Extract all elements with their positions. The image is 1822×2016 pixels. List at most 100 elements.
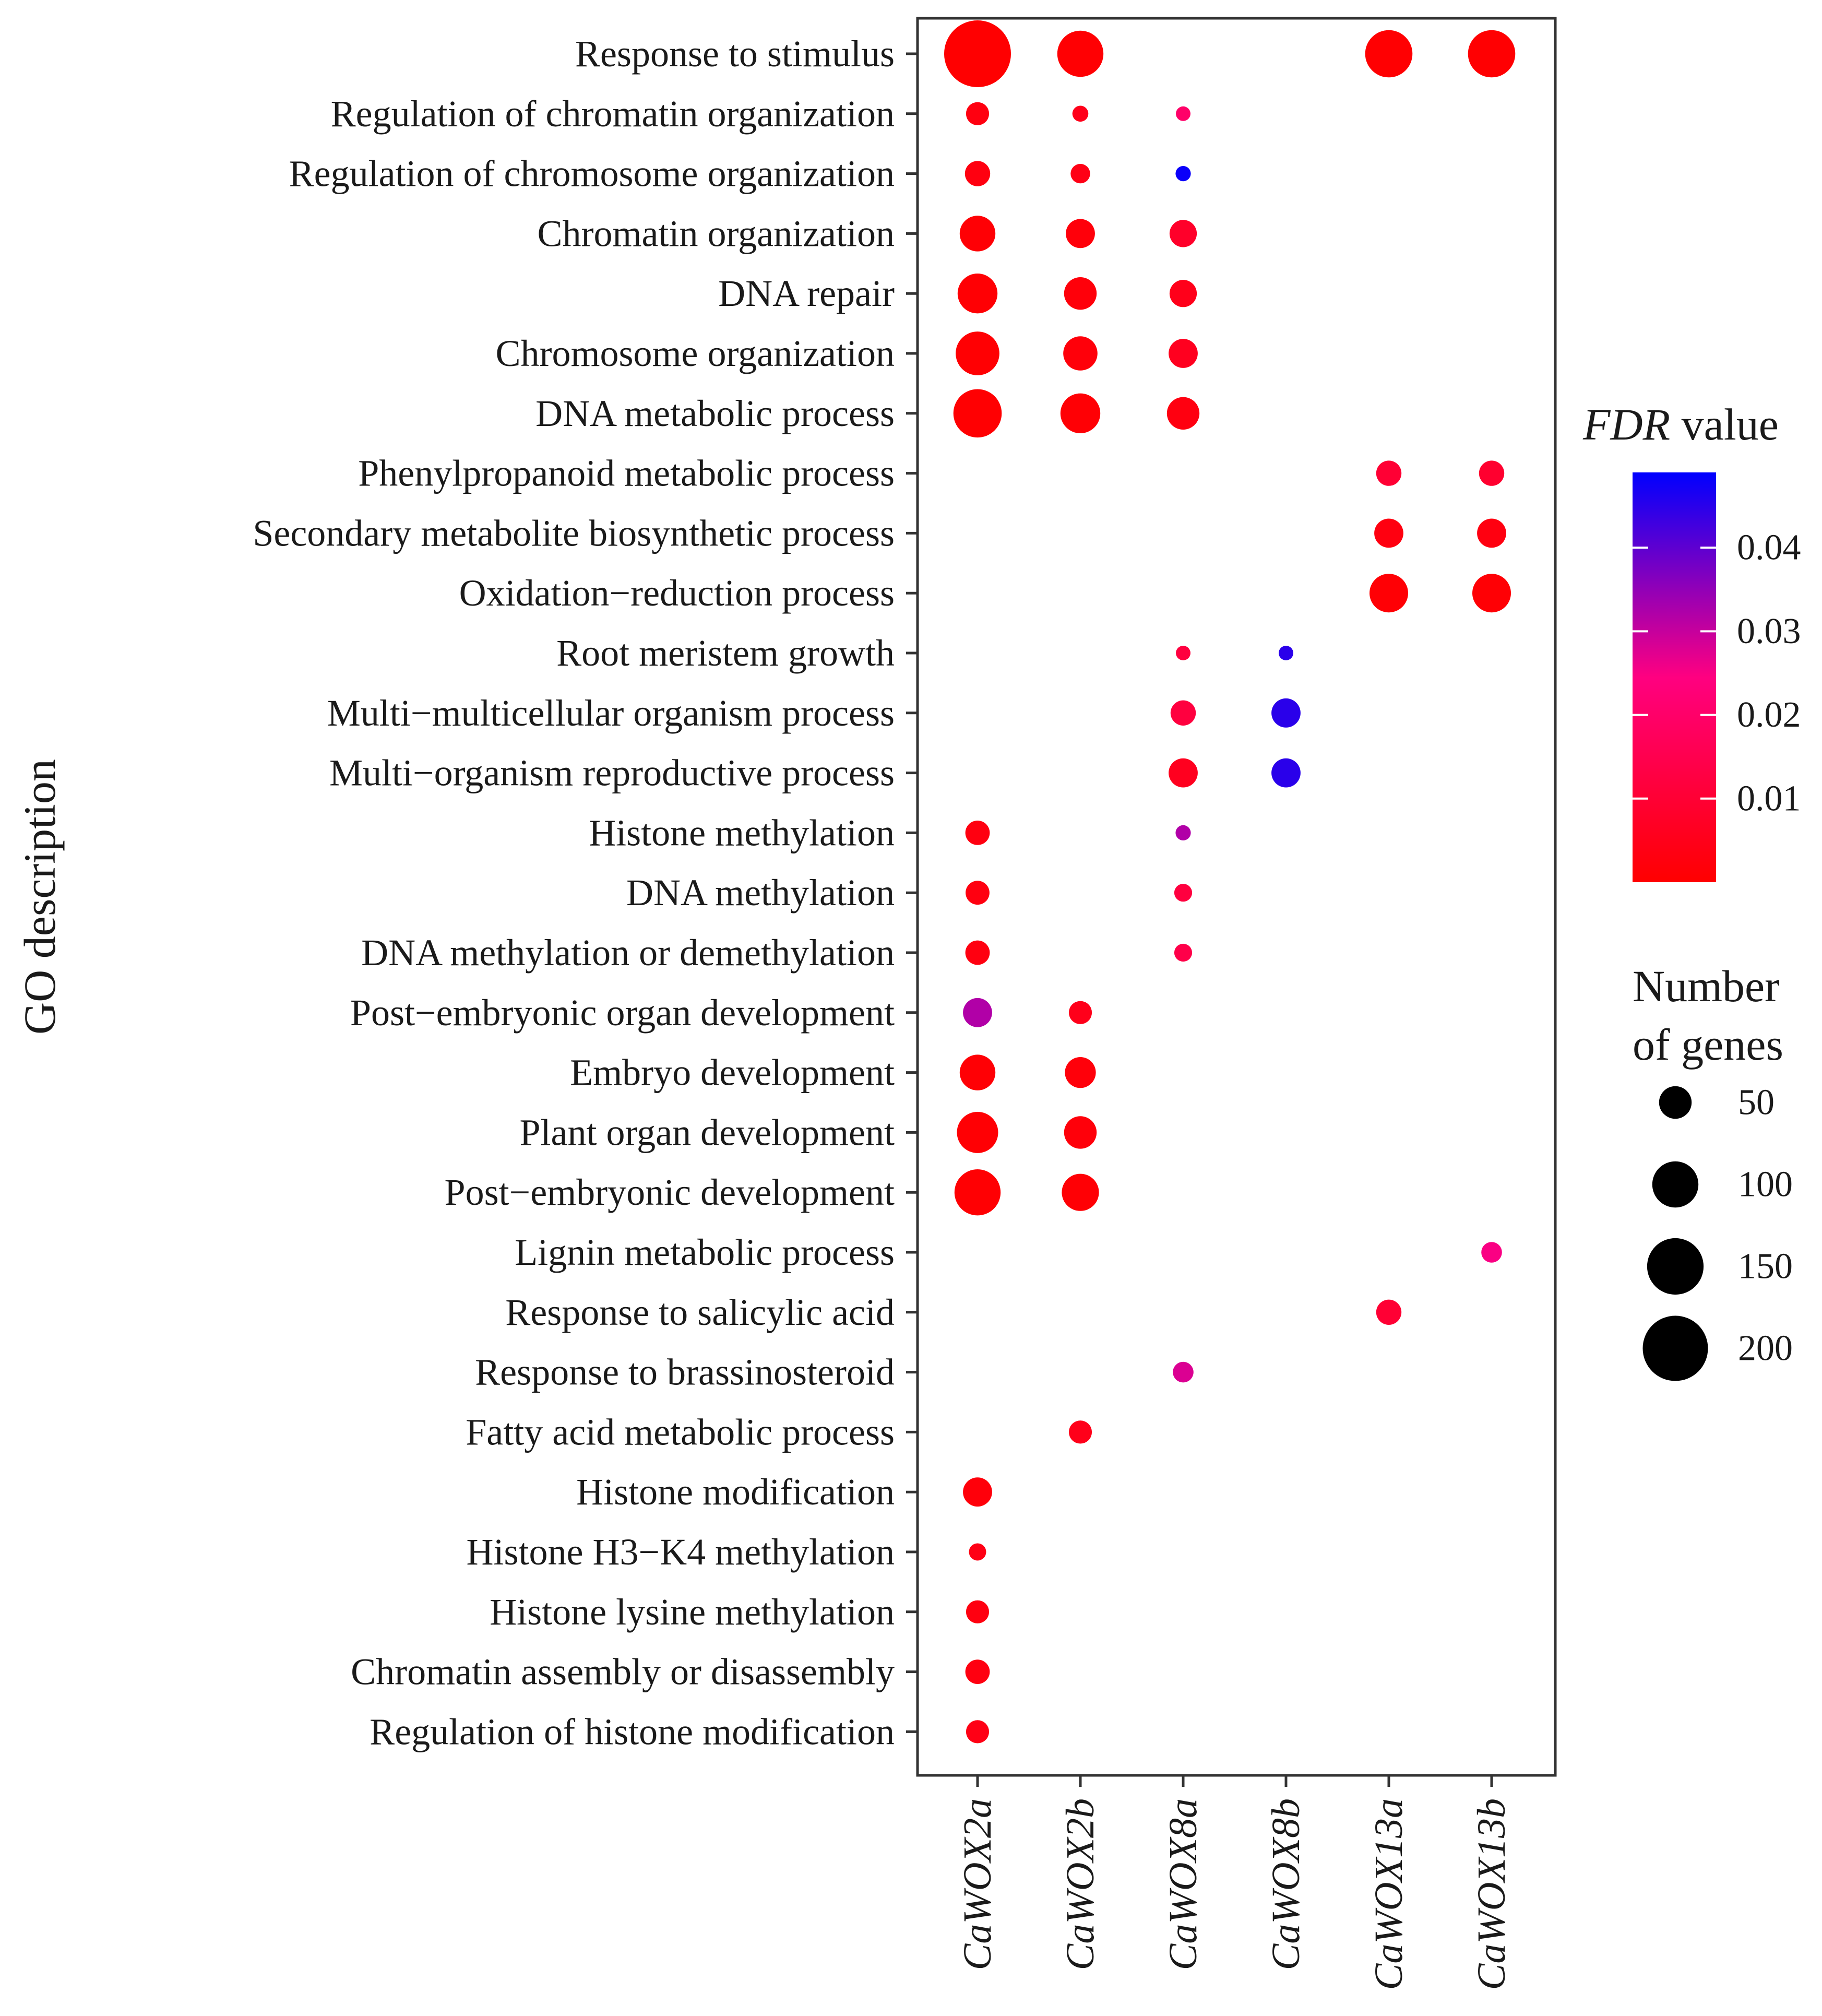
point-cawox2a-plant-organ-development bbox=[957, 1111, 998, 1153]
point-cawox2b-regulation-of-chromosome-organization bbox=[1070, 163, 1090, 184]
y-tick-label-embryo-development: Embryo development bbox=[570, 1052, 895, 1094]
point-cawox13a-phenylpropanoid-metabolic-process bbox=[1376, 460, 1402, 486]
y-tick-label-post-embryonic-organ-development: Post−embryonic organ development bbox=[350, 992, 895, 1034]
color-legend-title-rest: value bbox=[1670, 399, 1779, 449]
y-tick-label-dna-metabolic-process: DNA metabolic process bbox=[535, 393, 895, 434]
point-cawox2b-chromosome-organization bbox=[1063, 336, 1098, 371]
color-tick-label-1: 0.02 bbox=[1737, 695, 1801, 735]
size-legend: Number of genes 50 100 150 200 bbox=[1633, 961, 1793, 1381]
point-cawox8a-dna-methylation bbox=[1174, 884, 1193, 902]
y-tick-label-fatty-acid-metabolic-process: Fatty acid metabolic process bbox=[466, 1411, 895, 1453]
x-tick-label-cawox8a: CaWOX8a bbox=[1161, 1798, 1205, 1970]
x-tick-label-cawox13b: CaWOX13b bbox=[1470, 1798, 1514, 1990]
color-legend-title: FDR value bbox=[1582, 399, 1779, 449]
point-cawox2a-dna-methylation bbox=[966, 881, 990, 905]
color-legend: FDR value 0.01 0.02 0.03 0.04 bbox=[1582, 399, 1801, 882]
point-cawox8a-multi-multicellular-organism-process bbox=[1170, 700, 1196, 726]
x-tick-label-cawox8b: CaWOX8b bbox=[1264, 1798, 1308, 1970]
point-cawox2b-post-embryonic-development bbox=[1062, 1173, 1099, 1211]
point-cawox8a-regulation-of-chromosome-organization bbox=[1175, 166, 1191, 182]
x-axis: CaWOX2a CaWOX2b CaWOX8a CaWOX8b CaWOX13a CaWO… bbox=[956, 1775, 1514, 1990]
point-cawox2b-regulation-of-chromatin-organization bbox=[1072, 105, 1089, 122]
x-tick-label-cawox2b: CaWOX2b bbox=[1058, 1798, 1102, 1970]
y-tick-label-lignin-metabolic-process: Lignin metabolic process bbox=[515, 1231, 895, 1273]
size-key-label-150: 150 bbox=[1738, 1247, 1793, 1287]
y-axis: Response to stimulus Regulation of chroma… bbox=[253, 33, 918, 1752]
y-tick-label-chromosome-organization: Chromosome organization bbox=[495, 333, 895, 374]
plot-panel bbox=[916, 17, 1557, 1777]
point-cawox2a-embryo-development bbox=[959, 1054, 996, 1090]
size-legend-title-line1: Number bbox=[1633, 961, 1780, 1011]
y-tick-label-chromatin-organization: Chromatin organization bbox=[537, 212, 895, 254]
color-legend-ticks: 0.01 0.02 0.03 0.04 bbox=[1633, 528, 1801, 819]
y-tick-label-dna-methylation: DNA methylation bbox=[626, 872, 895, 914]
size-key-label-200: 200 bbox=[1738, 1329, 1793, 1369]
point-cawox13a-response-to-salicylic-acid bbox=[1376, 1299, 1402, 1325]
size-legend-keys: 50 100 150 200 bbox=[1642, 1083, 1793, 1381]
x-tick-label-cawox2a: CaWOX2a bbox=[956, 1798, 999, 1970]
point-cawox8a-dna-repair bbox=[1169, 280, 1197, 307]
point-cawox2a-histone-modification bbox=[963, 1477, 992, 1507]
y-tick-label-regulation-of-histone-modification: Regulation of histone modification bbox=[370, 1711, 895, 1752]
point-cawox2a-histone-methylation bbox=[965, 821, 990, 845]
point-cawox13a-secondary-metabolite-biosynthetic-process bbox=[1374, 518, 1403, 548]
point-cawox13b-response-to-stimulus bbox=[1468, 30, 1516, 78]
size-key-label-50: 50 bbox=[1738, 1083, 1775, 1123]
y-tick-label-dna-repair: DNA repair bbox=[718, 272, 895, 314]
y-tick-label-response-to-salicylic-acid: Response to salicylic acid bbox=[505, 1291, 895, 1333]
point-cawox8a-multi-organism-reproductive-process bbox=[1169, 758, 1198, 788]
point-cawox2b-plant-organ-development bbox=[1064, 1116, 1097, 1149]
point-cawox13a-response-to-stimulus bbox=[1365, 30, 1413, 78]
y-tick-label-multi-multicellular-organism-process: Multi−multicellular organism process bbox=[327, 692, 895, 734]
point-cawox2b-response-to-stimulus bbox=[1057, 30, 1104, 77]
y-tick-label-regulation-of-chromatin-organization: Regulation of chromatin organization bbox=[331, 93, 895, 135]
y-tick-label-chromatin-assembly-or-disassembly: Chromatin assembly or disassembly bbox=[351, 1651, 895, 1693]
point-cawox2a-chromosome-organization bbox=[956, 331, 999, 375]
point-cawox8a-histone-methylation bbox=[1175, 825, 1191, 840]
point-cawox2b-post-embryonic-organ-development bbox=[1068, 1001, 1092, 1024]
point-cawox8a-chromosome-organization bbox=[1169, 339, 1198, 368]
point-cawox13b-secondary-metabolite-biosynthetic-process bbox=[1477, 518, 1506, 548]
point-cawox2a-histone-h3-k4-methylation bbox=[969, 1543, 986, 1561]
point-cawox8a-root-meristem-growth bbox=[1176, 646, 1190, 660]
point-cawox2a-post-embryonic-organ-development bbox=[963, 998, 992, 1027]
y-tick-label-oxidation-reduction-process: Oxidation−reduction process bbox=[459, 572, 895, 614]
size-key-label-100: 100 bbox=[1738, 1165, 1793, 1205]
point-cawox2a-response-to-stimulus bbox=[944, 20, 1011, 87]
point-cawox2a-dna-repair bbox=[957, 274, 998, 314]
point-cawox2a-regulation-of-histone-modification bbox=[966, 1720, 990, 1744]
point-cawox8a-response-to-brassinosteroid bbox=[1173, 1361, 1194, 1383]
color-tick-label-3: 0.04 bbox=[1737, 528, 1801, 568]
point-cawox2a-dna-metabolic-process bbox=[953, 389, 1002, 438]
point-cawox2a-post-embryonic-development bbox=[954, 1169, 1001, 1216]
y-tick-label-secondary-metabolite-biosynthetic-process: Secondary metabolite biosynthetic proces… bbox=[253, 512, 895, 554]
point-cawox2a-histone-lysine-methylation bbox=[966, 1600, 990, 1623]
point-cawox2a-chromatin-organization bbox=[959, 216, 996, 252]
point-cawox8a-chromatin-organization bbox=[1169, 220, 1197, 247]
size-key-150 bbox=[1647, 1238, 1704, 1295]
y-tick-label-plant-organ-development: Plant organ development bbox=[519, 1111, 895, 1153]
size-key-100 bbox=[1652, 1161, 1699, 1208]
color-legend-bar bbox=[1633, 472, 1716, 882]
point-cawox13b-lignin-metabolic-process bbox=[1481, 1242, 1502, 1263]
y-tick-label-regulation-of-chromosome-organization: Regulation of chromosome organization bbox=[289, 153, 895, 195]
y-tick-label-root-meristem-growth: Root meristem growth bbox=[556, 632, 895, 674]
point-cawox2b-fatty-acid-metabolic-process bbox=[1068, 1420, 1092, 1444]
y-tick-label-response-to-stimulus: Response to stimulus bbox=[575, 33, 895, 75]
point-cawox8b-multi-multicellular-organism-process bbox=[1271, 698, 1301, 728]
y-tick-label-histone-lysine-methylation: Histone lysine methylation bbox=[490, 1591, 895, 1633]
point-cawox2b-embryo-development bbox=[1065, 1057, 1096, 1088]
color-legend-title-italic: FDR bbox=[1582, 399, 1670, 449]
y-axis-title: GO description bbox=[15, 759, 65, 1035]
color-tick-label-0: 0.01 bbox=[1737, 778, 1801, 819]
point-cawox13b-phenylpropanoid-metabolic-process bbox=[1479, 460, 1505, 486]
point-cawox2a-chromatin-assembly-or-disassembly bbox=[965, 1659, 990, 1685]
point-cawox8a-dna-methylation-or-demethylation bbox=[1174, 943, 1193, 962]
y-tick-label-histone-methylation: Histone methylation bbox=[589, 812, 895, 853]
point-cawox2b-dna-metabolic-process bbox=[1060, 393, 1101, 433]
x-tick-label-cawox13a: CaWOX13a bbox=[1367, 1798, 1411, 1990]
point-cawox8a-regulation-of-chromatin-organization bbox=[1176, 106, 1190, 121]
point-cawox2a-regulation-of-chromatin-organization bbox=[966, 102, 990, 125]
point-cawox8b-root-meristem-growth bbox=[1279, 646, 1293, 660]
